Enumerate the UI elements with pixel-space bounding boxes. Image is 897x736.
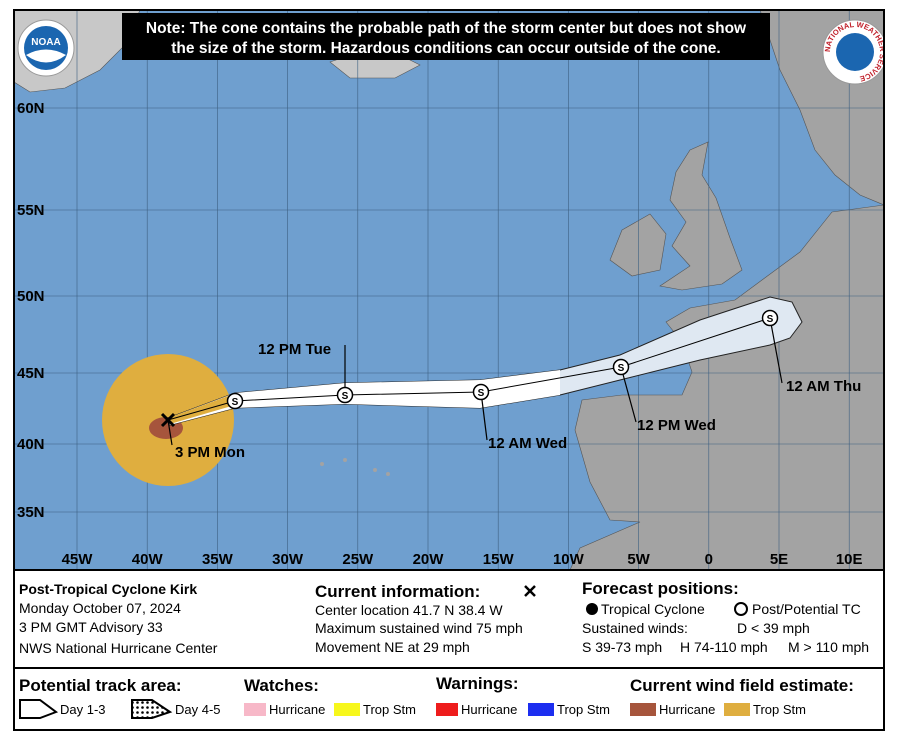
forecast-point (472, 383, 490, 401)
map-label: 3 PM Mon (175, 444, 245, 461)
lon-label: 5E (770, 551, 788, 568)
storm-date: Monday October 07, 2024 (19, 600, 181, 616)
current-info: Movement NE at 29 mph (315, 639, 470, 655)
swatch (528, 703, 554, 716)
day45-icon (131, 699, 173, 719)
forecast-symbol: S (342, 391, 349, 402)
islands (320, 458, 390, 476)
lon-label: 10E (836, 551, 863, 568)
lon-label: 0 (705, 551, 713, 568)
lat-label: 55N (17, 202, 45, 219)
legend-title: Watches: (244, 676, 319, 695)
legend-key: Trop Stm (753, 702, 806, 717)
forecast-points: S S S S S (226, 309, 779, 410)
leaders (167, 317, 783, 446)
panel-border (13, 569, 885, 731)
forecast-symbol: S (618, 363, 625, 374)
note: Note: The cone contains the probable pat… (146, 20, 747, 37)
current-info: Center location 41.7 N 38.4 W (315, 602, 503, 618)
advisory: 3 PM GMT Advisory 33 (19, 619, 163, 635)
legend-key: Day 1-3 (60, 702, 106, 717)
storm-name: Post-Tropical Cyclone Kirk (19, 581, 197, 597)
legend-key: Trop Stm (557, 702, 610, 717)
lon-label: 35W (202, 551, 234, 568)
forecast-key: D < 39 mph (737, 620, 810, 636)
legend-title: Current wind field estimate: (630, 676, 854, 695)
axis-labels: 60N 55N 50N 45N 40N 35N 45W 40W 35W 30W 25W 20W 15W 1… (17, 100, 863, 568)
swatch (630, 703, 656, 716)
forecast-key: M > 110 mph (788, 639, 869, 655)
forecast-point (761, 309, 779, 327)
legend-title: Warnings: (436, 674, 518, 693)
forecast-symbol: S (767, 314, 774, 325)
track-line (167, 317, 771, 421)
map-label: 12 AM Wed (488, 435, 567, 452)
noaa-logo: NOAA (17, 19, 75, 77)
swatch (724, 703, 750, 716)
map-label: 12 AM Thu (786, 378, 861, 395)
map-label: 12 PM Wed (637, 417, 716, 434)
map: S S S S S 3 PM Mon 12 PM Tue 12 AM Wed 12 PM… (14, 10, 884, 570)
forecast-key: Sustained winds: (582, 620, 688, 636)
legend-key: Hurricane (269, 702, 325, 717)
lon-label: 5W (627, 551, 650, 568)
forecast-point (612, 358, 630, 376)
forecast-key: Tropical Cyclone (601, 601, 705, 617)
forecast-key: S 39-73 mph (582, 639, 662, 655)
graticule (14, 10, 884, 570)
lon-label: 10W (553, 551, 585, 568)
nws-logo: NATIONAL WEATHER SERVICE (822, 19, 884, 85)
legend-title: Potential track area: (19, 676, 182, 695)
lon-label: 15W (483, 551, 515, 568)
lat-label: 40N (17, 436, 45, 453)
current-position (160, 412, 176, 428)
forecast-point (336, 386, 354, 404)
forecast-key: H 74-110 mph (680, 639, 768, 655)
lat-label: 35N (17, 504, 45, 521)
lon-label: 20W (413, 551, 445, 568)
current-icon (524, 585, 536, 597)
forecast-title: Forecast positions: (582, 579, 739, 598)
legend-key: Trop Stm (363, 702, 416, 717)
day13-icon (19, 699, 59, 719)
agency: NWS National Hurricane Center (19, 640, 218, 656)
tc-icon (586, 603, 598, 615)
note-box (122, 13, 770, 60)
note: the size of the storm. Hazardous conditi… (171, 40, 720, 57)
cone-day-1-3 (168, 370, 560, 425)
lat-label: 50N (17, 288, 45, 305)
legend-key: Day 4-5 (175, 702, 221, 717)
legend-key: Hurricane (659, 702, 715, 717)
forecast-symbol: S (232, 397, 239, 408)
legend-key: Hurricane (461, 702, 517, 717)
lat-label: 45N (17, 365, 45, 382)
swatch (244, 703, 266, 716)
swatch (436, 703, 458, 716)
lon-label: 25W (342, 551, 374, 568)
forecast-point (226, 392, 244, 410)
lon-label: 30W (272, 551, 304, 568)
current-info: Maximum sustained wind 75 mph (315, 620, 523, 636)
swatch (334, 703, 360, 716)
forecast-symbol: S (478, 388, 485, 399)
ptc-icon (734, 602, 748, 616)
lon-label: 40W (132, 551, 164, 568)
lon-label: 45W (62, 551, 94, 568)
lat-label: 60N (17, 100, 45, 117)
map-label: 12 PM Tue (258, 341, 331, 358)
forecast-key: Post/Potential TC (752, 601, 861, 617)
current-info-title: Current information: (315, 582, 480, 601)
logo-text: NOAA (31, 37, 60, 48)
